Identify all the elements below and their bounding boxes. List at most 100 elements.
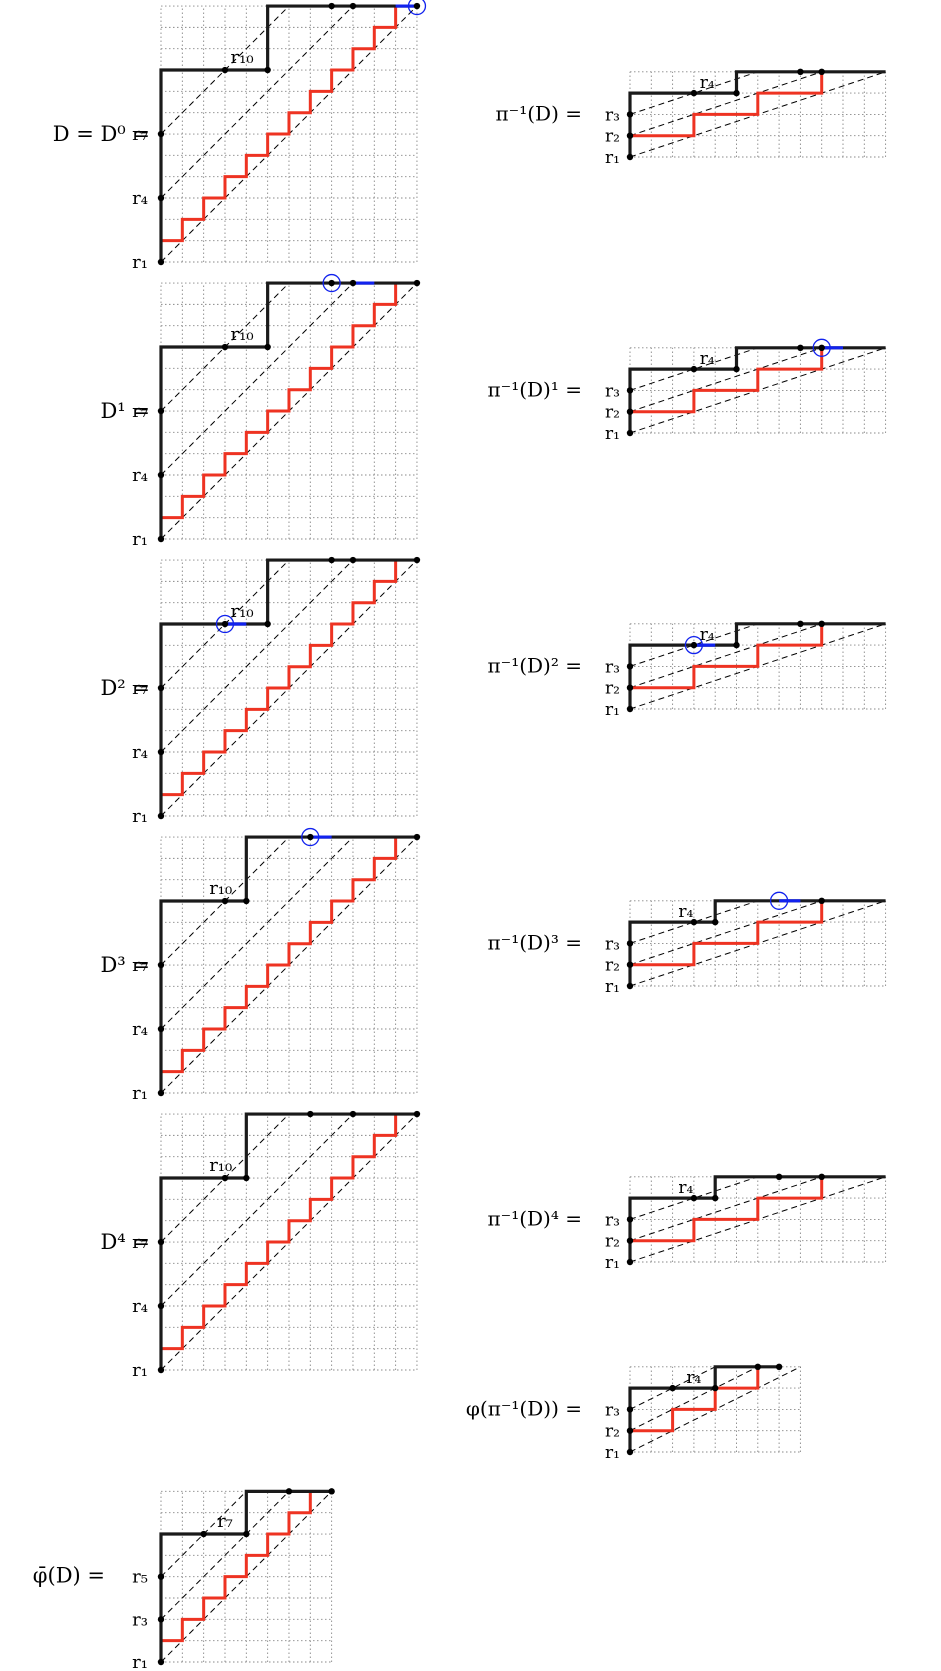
left-2-panel — [157, 556, 421, 820]
vertex-dot — [626, 961, 634, 968]
vertex-dot — [307, 1110, 314, 1118]
vertex-dot — [626, 1258, 634, 1266]
top-label: r₄ — [678, 1178, 693, 1198]
vertex-dot — [818, 620, 825, 627]
vertex-dot — [413, 1110, 421, 1118]
vertex-dot — [221, 1174, 229, 1182]
vertex-dot — [157, 471, 165, 479]
top-label: r₄ — [678, 902, 693, 922]
panel-label: π⁻¹(D)² = — [488, 653, 583, 677]
row-label: r₁ — [132, 252, 148, 273]
red-staircase — [630, 623, 824, 690]
right-3-panel — [626, 891, 887, 990]
vertex-dot — [626, 429, 634, 437]
vertex-dot — [413, 2, 421, 10]
vertex-dot — [349, 556, 357, 564]
diagonal-line — [629, 1366, 759, 1432]
right-2-panel — [626, 620, 887, 713]
vertex-dot — [243, 1174, 250, 1182]
right-1-panel — [626, 338, 887, 437]
diagonal-line — [629, 1176, 822, 1242]
top-label: r₁₀ — [231, 601, 254, 622]
red-staircase — [159, 1114, 398, 1370]
panel-label: π⁻¹(D)⁴ = — [488, 1206, 583, 1230]
top-label: r₁₀ — [209, 878, 232, 899]
vertex-dot — [733, 89, 740, 97]
vertex-dot — [626, 1237, 634, 1244]
vertex-dot — [243, 897, 250, 905]
red-staircase — [159, 560, 398, 816]
vertex-dot — [157, 1302, 165, 1310]
left-1-panel — [157, 273, 421, 543]
vertex-dot — [221, 897, 229, 905]
left-0-panel — [157, 0, 427, 266]
marker-circle — [322, 273, 341, 293]
red-staircase — [630, 1176, 824, 1243]
vertex-dot — [818, 344, 825, 351]
row-label: r₂ — [605, 956, 620, 976]
row-label: r₂ — [605, 403, 620, 423]
row-label: r₄ — [132, 1019, 148, 1040]
vertex-dot — [157, 748, 165, 756]
vertex-dot — [157, 407, 165, 415]
diagonal-line — [629, 900, 758, 944]
vertex-dot — [413, 833, 421, 841]
vertex-dot — [712, 1384, 719, 1392]
vertex-dot — [243, 1530, 250, 1538]
panel-label: π⁻¹(D) = — [496, 101, 582, 125]
vertex-dot — [626, 663, 634, 670]
row-label: r₁ — [132, 1652, 148, 1671]
right-4-panel — [626, 1173, 887, 1266]
red-staircase — [630, 900, 824, 967]
vertex-dot — [157, 1366, 165, 1374]
row-label: r₁ — [132, 529, 148, 550]
row-label: r₁ — [605, 424, 620, 444]
marker-circle — [812, 338, 831, 357]
vertex-dot — [626, 982, 634, 990]
row-label: r₇ — [132, 1232, 148, 1253]
vertex-dot — [690, 89, 698, 97]
vertex-dot — [221, 66, 229, 74]
row-label: r₃ — [605, 381, 620, 401]
vertex-dot — [349, 1110, 357, 1118]
vertex-dot — [626, 132, 634, 139]
vertex-dot — [818, 1173, 825, 1181]
left-4-panel — [157, 1110, 421, 1374]
row-label: r₄ — [132, 188, 148, 209]
vertex-dot — [157, 1616, 165, 1623]
row-label: r₁ — [605, 977, 620, 997]
row-label: r₅ — [132, 1567, 148, 1588]
vertex-dot — [626, 940, 634, 947]
red-staircase — [159, 1491, 312, 1662]
diagonal-line — [160, 559, 354, 753]
row-label: r₃ — [605, 1400, 620, 1420]
vertex-dot — [157, 961, 165, 969]
red-staircase — [630, 347, 824, 414]
panel-label: D¹ = — [100, 399, 150, 423]
vertex-dot — [328, 556, 335, 564]
marker-circle — [301, 827, 320, 847]
vertex-dot — [626, 1427, 634, 1434]
row-label: r₁ — [132, 806, 148, 827]
vertex-dot — [157, 258, 165, 266]
row-label: r₄ — [132, 1296, 148, 1317]
panel-label: D⁴ = — [100, 1230, 150, 1254]
panel-label: φ(π⁻¹(D)) = — [466, 1396, 582, 1420]
row-label: r₂ — [605, 679, 620, 699]
row-label: r₁ — [605, 1443, 620, 1463]
panel-label: φ̄(D) = — [33, 1564, 105, 1588]
vertex-dot — [307, 833, 314, 841]
panel-label: π⁻¹(D)¹ = — [488, 377, 583, 401]
vertex-dot — [626, 1406, 634, 1413]
vertex-dot — [157, 535, 165, 543]
row-label: r₃ — [132, 1609, 148, 1630]
row-label: r₇ — [132, 401, 148, 422]
vertex-dot — [797, 344, 804, 351]
vertex-dot — [221, 343, 229, 351]
vertex-dot — [157, 130, 165, 138]
vertex-dot — [712, 1194, 719, 1202]
row-label: r₁ — [132, 1083, 148, 1104]
row-label: r₂ — [605, 127, 620, 147]
row-label: r₃ — [605, 934, 620, 954]
